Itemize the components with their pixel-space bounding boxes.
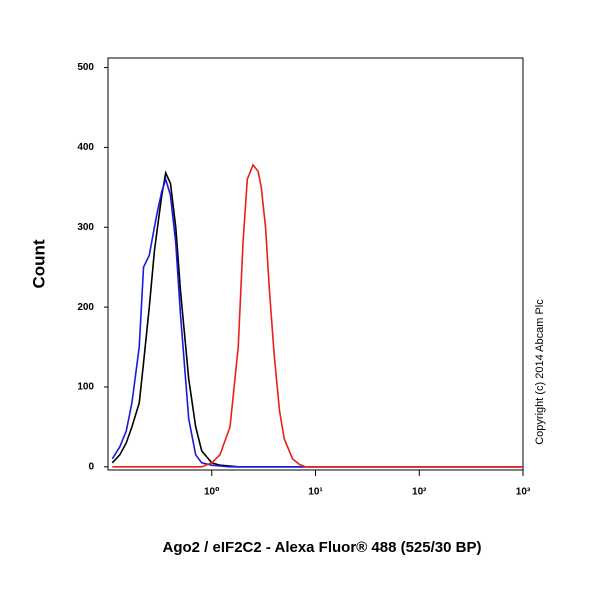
- y-tick-label: 500: [77, 62, 94, 73]
- y-tick-label: 0: [88, 461, 94, 472]
- plot-frame: [107, 57, 524, 471]
- x-tick-label: 10⁰: [204, 487, 220, 498]
- y-tick-label: 400: [77, 142, 94, 153]
- copyright: Copyright (c) 2014 Abcam Plc: [534, 299, 546, 445]
- y-tick-label: 100: [77, 382, 94, 393]
- y-axis-label: Count: [29, 239, 48, 288]
- x-tick-label: 10²: [412, 487, 427, 498]
- y-tick-label: 200: [77, 302, 94, 313]
- y-tick-label: 300: [77, 222, 94, 233]
- histogram-line: [111, 170, 523, 468]
- histogram-line: [111, 176, 523, 468]
- x-tick-label: 10¹: [308, 487, 323, 498]
- x-tick-label: 10³: [516, 487, 531, 498]
- histogram-line: [112, 163, 523, 468]
- x-axis-label: Ago2 / eIF2C2 - Alexa Fluor® 488 (525/30…: [163, 539, 482, 556]
